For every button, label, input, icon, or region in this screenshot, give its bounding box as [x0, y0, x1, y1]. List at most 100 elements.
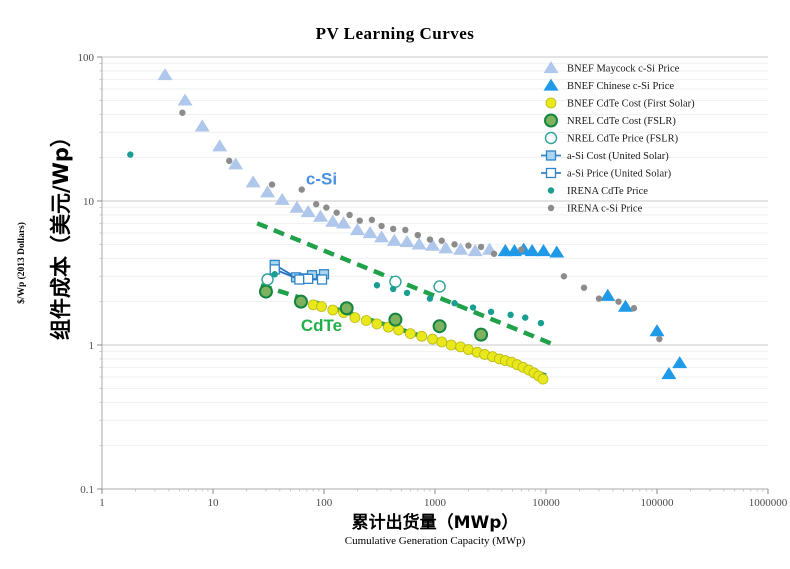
data-point [389, 285, 397, 293]
data-point [212, 139, 228, 152]
legend-item[interactable]: IRENA CdTe Price [547, 186, 648, 197]
data-point [451, 241, 458, 248]
chart-title: PV Learning Curves [315, 24, 475, 43]
legend-marker [543, 78, 559, 91]
grid-layer [102, 56, 768, 490]
data-point [368, 216, 376, 224]
data-point [426, 295, 434, 302]
series-0 [157, 68, 513, 257]
data-point [438, 241, 454, 254]
data-point [389, 225, 397, 233]
x-tick-label: 1000000 [749, 497, 788, 509]
data-point [672, 356, 688, 369]
data-point [245, 175, 261, 188]
legend-label: IRENA c-Si Price [567, 204, 643, 215]
data-point [438, 237, 445, 244]
data-point [549, 245, 565, 258]
data-point [522, 314, 529, 321]
data-point [179, 109, 186, 116]
data-point [127, 151, 134, 158]
data-point [327, 304, 339, 316]
data-point [388, 312, 403, 327]
legend-label: BNEF CdTe Cost (First Solar) [567, 99, 695, 110]
axis-layer [97, 56, 769, 494]
data-point [360, 315, 372, 326]
data-point [518, 246, 525, 253]
y-tick-label: 1 [89, 340, 95, 352]
legend-item[interactable]: BNEF CdTe Cost (First Solar) [545, 97, 695, 110]
data-point [453, 242, 469, 255]
data-point [157, 68, 173, 81]
data-point [465, 242, 472, 249]
data-point [274, 192, 290, 205]
data-point [537, 319, 545, 327]
legend-marker [547, 187, 555, 194]
legend-item[interactable]: a-Si Price (United Solar) [541, 167, 672, 180]
data-point [490, 250, 498, 257]
data-point [404, 328, 416, 339]
data-point [346, 211, 353, 219]
data-point [349, 312, 361, 323]
y-tick-label: 0.1 [80, 484, 94, 496]
data-point [507, 311, 514, 319]
data-point [467, 244, 483, 257]
data-point [615, 298, 622, 305]
data-point [371, 318, 383, 330]
data-point [524, 244, 540, 257]
data-point [356, 217, 363, 224]
data-point [258, 284, 273, 299]
data-point [316, 301, 327, 312]
data-point [294, 274, 305, 285]
data-point [661, 366, 677, 380]
annotation-layer: c-Si CdTe [301, 169, 343, 335]
data-point [228, 157, 244, 170]
data-point [595, 295, 603, 302]
legend-item[interactable]: IRENA c-Si Price [547, 204, 643, 215]
legend-item[interactable]: NREL CdTe Price (FSLR) [544, 131, 679, 145]
legend-marker [547, 204, 555, 212]
data-point [261, 273, 274, 286]
legend-label: BNEF Maycock c-Si Price [567, 64, 680, 75]
data-point [333, 209, 340, 216]
annotation-c-si: c-Si [306, 170, 337, 189]
data-point [433, 280, 446, 293]
data-point [313, 209, 329, 222]
legend-marker [543, 61, 559, 74]
x-tick-label: 100 [316, 497, 333, 509]
legend-marker [545, 167, 557, 179]
annotation-cdte: CdTe [301, 316, 342, 335]
x-tick-label: 1 [99, 497, 105, 509]
series-6 [269, 264, 328, 285]
data-point [399, 234, 415, 248]
data-point [298, 186, 305, 193]
data-point [560, 273, 568, 280]
x-axis-title-cn: 累计出货量（MWp） [352, 512, 519, 533]
legend-item[interactable]: BNEF Chinese c-Si Price [543, 78, 675, 92]
data-point [268, 181, 276, 188]
legend-label: NREL CdTe Price (FSLR) [567, 134, 679, 145]
x-tick-label: 100000 [641, 497, 675, 509]
data-point [445, 339, 457, 351]
series-7 [127, 151, 545, 327]
legend-label: a-Si Price (United Solar) [567, 169, 672, 180]
data-point [426, 236, 434, 243]
data-point [451, 300, 458, 307]
data-point [469, 304, 477, 311]
data-point [649, 324, 665, 337]
x-tick-label: 10 [208, 497, 220, 509]
y-tick-label: 100 [78, 52, 95, 64]
legend-item[interactable]: BNEF Maycock c-Si Price [543, 61, 680, 75]
y-axis-title-cn: 组件成本（美元/Wp） [49, 126, 73, 340]
legend-label: BNEF Chinese c-Si Price [567, 81, 674, 92]
data-point [226, 157, 233, 165]
data-point [427, 333, 438, 345]
legend-label: NREL CdTe Cost (FSLR) [567, 116, 676, 127]
data-point [312, 201, 320, 208]
y-tick-label: 10 [83, 196, 95, 208]
data-point [411, 237, 427, 250]
legend-item[interactable]: a-Si Cost (United Solar) [541, 150, 669, 162]
data-point [425, 238, 441, 251]
legend-item[interactable]: NREL CdTe Cost (FSLR) [544, 113, 676, 128]
data-point [323, 204, 330, 211]
data-point [303, 273, 314, 284]
